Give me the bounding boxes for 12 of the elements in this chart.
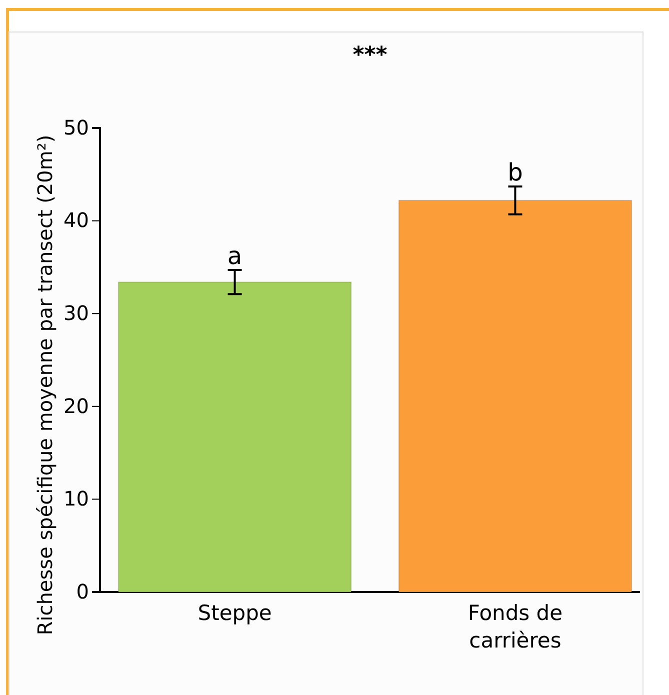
y-tick-label: 30 — [64, 301, 89, 325]
y-tick-label: 50 — [64, 115, 89, 140]
y-axis-title: Richesse spécifique moyenne par transect (20m²) — [33, 134, 57, 636]
y-tick-label: 0 — [76, 579, 89, 604]
y-tick-label: 20 — [64, 394, 89, 418]
text: *** — [352, 43, 388, 68]
y-tick-label: 40 — [64, 208, 89, 232]
annotation: a — [227, 242, 242, 270]
y-tick-label: 10 — [64, 486, 89, 511]
annotation: b — [508, 158, 523, 186]
x-tick-label: Fonds de carrières — [468, 601, 563, 652]
x-tick-label: Steppe — [198, 601, 272, 626]
